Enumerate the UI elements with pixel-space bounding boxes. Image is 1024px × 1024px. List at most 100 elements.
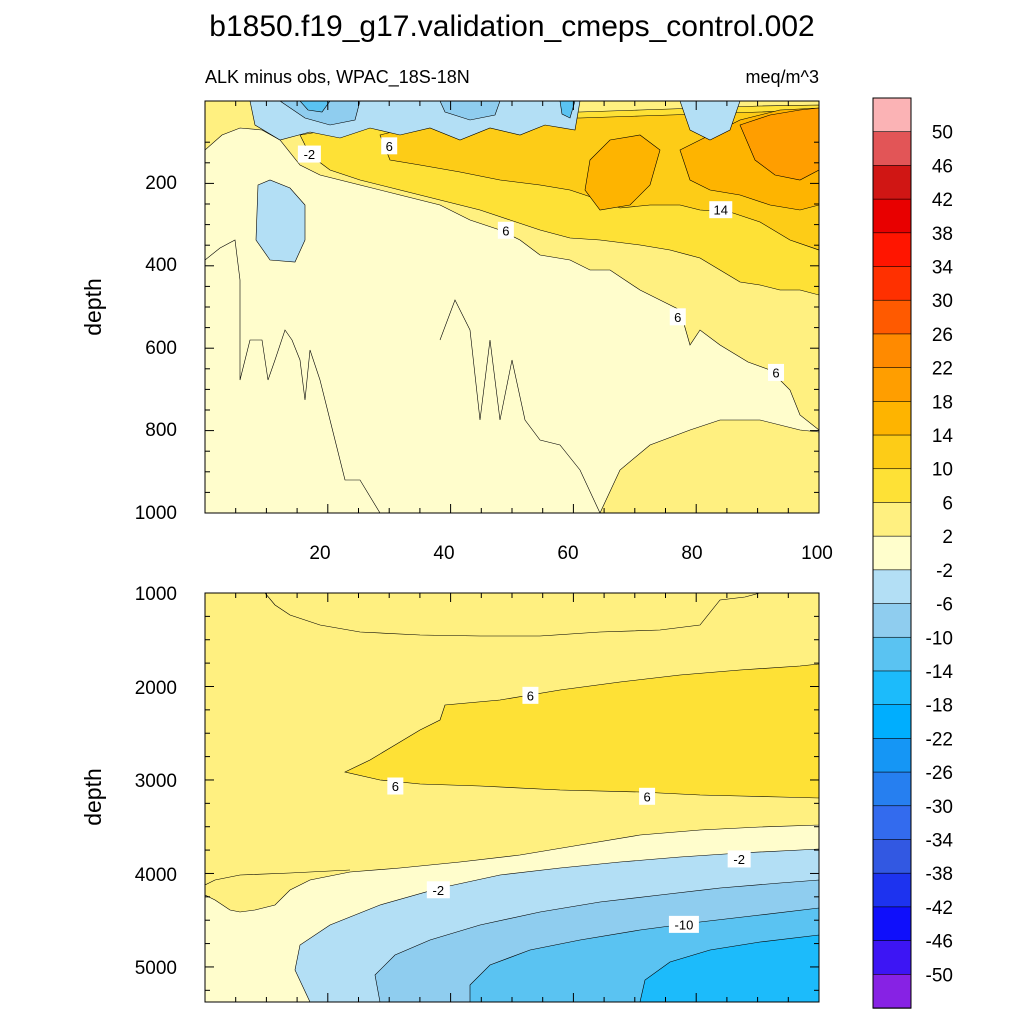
upper-x-tick-label: 60 [557, 543, 578, 564]
colorbar-tick-label: -10 [926, 628, 953, 649]
lower-contour-labels: 6 6 6 -2 -2 -10 [387, 686, 751, 933]
colorbar-swatch [872, 401, 912, 436]
colorbar-tick-label: 34 [932, 258, 954, 279]
colorbar-tick-label: -34 [926, 830, 954, 851]
upper-contour-label: 6 [386, 139, 393, 154]
upper-contour-line-2b [439, 299, 601, 513]
upper-y-tick-label: 600 [145, 338, 177, 359]
colorbar-swatch [872, 569, 912, 605]
upper-x-tick-labels: 20 40 60 80 100 [309, 543, 832, 564]
upper-y-tick-labels: 200 400 600 800 1000 [135, 173, 177, 524]
colorbar-tick-label: 10 [932, 460, 953, 481]
lower-contour-label-box [639, 787, 656, 805]
colorbar-swatch [872, 906, 912, 942]
colorbar-tick-label: 18 [932, 392, 953, 413]
panel-subtitle-right: meq/m^3 [746, 67, 819, 87]
upper-contour-labels: -2 6 6 14 6 6 [297, 137, 785, 381]
lower-contour-label: 6 [527, 688, 534, 703]
upper-contour-label: -2 [304, 147, 316, 162]
lower-contour-label-box [668, 915, 699, 933]
colorbar-swatch [872, 973, 912, 1009]
lower-y-tick-label: 5000 [135, 958, 177, 979]
lower-tick-marks [205, 592, 820, 1002]
upper-x-tick-label: 40 [433, 543, 454, 564]
upper-x-tick-label: 100 [801, 543, 833, 564]
upper-y-tick-label: 400 [145, 255, 177, 276]
colorbar-swatch [872, 131, 912, 167]
colorbar-tick-label: 26 [932, 325, 953, 346]
colorbar-swatch [872, 805, 912, 841]
lower-y-tick-labels: 1000 2000 3000 4000 5000 [135, 584, 177, 979]
lower-contour-label-box [727, 850, 751, 868]
colorbar: 50 46 42 38 34 30 26 22 18 14 10 6 2 -2 -6 -10 -14 -18 -22… [872, 97, 954, 1009]
upper-fill-neg-east [679, 101, 741, 141]
lower-contour-label: 6 [392, 779, 399, 794]
upper-contour-label: 14 [714, 203, 728, 218]
panel-subtitle-left: ALK minus obs, WPAC_18S-18N [205, 67, 470, 88]
lower-contour-fill [205, 593, 819, 1002]
colorbar-swatch [872, 670, 912, 706]
colorbar-swatch [872, 165, 912, 200]
colorbar-swatch [872, 299, 912, 335]
colorbar-tick-label: -14 [926, 662, 954, 683]
lower-contour-label: -2 [733, 852, 745, 867]
colorbar-frame [872, 97, 912, 1009]
upper-contour-line-2 [205, 239, 381, 513]
upper-y-tick-label: 800 [145, 420, 177, 441]
colorbar-tick-label: -46 [926, 932, 953, 953]
colorbar-swatch [872, 872, 912, 908]
figure-title: b1850.f19_g17.validation_cmeps_control.0… [209, 10, 814, 43]
colorbar-tick-label: 22 [932, 359, 953, 380]
colorbar-tick-label: 2 [942, 527, 953, 548]
colorbar-tick-label: 46 [932, 156, 953, 177]
upper-tick-marks [205, 101, 820, 514]
lower-y-axis-label: depth [80, 768, 106, 826]
lower-contour-label: 6 [643, 789, 650, 804]
colorbar-swatch [872, 940, 912, 975]
upper-contour-label-box [297, 145, 321, 163]
lower-y-tick-label: 4000 [135, 865, 177, 886]
upper-contour-label: 6 [674, 310, 681, 325]
colorbar-swatch [872, 839, 912, 874]
upper-contour-label: 6 [772, 365, 779, 380]
colorbar-tick-label: -22 [926, 729, 953, 750]
colorbar-tick-label: 6 [942, 493, 953, 514]
colorbar-tick-label: -18 [926, 696, 953, 717]
colorbar-tick-label: -30 [926, 797, 953, 818]
upper-contour-label-box [709, 201, 733, 219]
upper-contour-label-box [497, 221, 514, 239]
colorbar-tick-label: 30 [932, 291, 953, 312]
upper-contour-label-box [381, 137, 398, 155]
lower-contour-line-2 [264, 593, 761, 637]
colorbar-swatch [872, 738, 912, 773]
upper-x-tick-label: 20 [309, 543, 330, 564]
colorbar-tick-label: -50 [926, 965, 953, 986]
lower-contour-label: -10 [675, 917, 694, 932]
colorbar-swatch [872, 603, 912, 638]
colorbar-swatch [872, 704, 912, 740]
colorbar-swatch [872, 502, 912, 537]
lower-contour-label-box [387, 777, 404, 795]
upper-fill-18to22-east [739, 107, 819, 181]
upper-contour-label-box [669, 308, 686, 326]
colorbar-swatch [872, 434, 912, 470]
lower-contour-label-box [426, 881, 450, 899]
colorbar-tick-label: -26 [926, 763, 953, 784]
lower-contour-line-2b [205, 869, 351, 886]
lower-y-tick-label: 2000 [135, 678, 177, 699]
colorbar-swatch [872, 771, 912, 807]
colorbar-swatch [872, 468, 912, 504]
colorbar-swatch [872, 97, 912, 133]
upper-contour-fill [205, 101, 819, 513]
colorbar-swatch [872, 367, 912, 403]
upper-y-tick-label: 1000 [135, 503, 177, 524]
colorbar-swatch [872, 198, 912, 234]
upper-x-tick-label: 80 [681, 543, 702, 564]
colorbar-swatch [872, 535, 912, 571]
colorbar-swatch [872, 636, 912, 672]
colorbar-tick-label: -42 [926, 898, 953, 919]
lower-contour-label-box [522, 686, 539, 704]
colorbar-tick-label: 38 [932, 224, 953, 245]
upper-y-tick-label: 200 [145, 173, 177, 194]
